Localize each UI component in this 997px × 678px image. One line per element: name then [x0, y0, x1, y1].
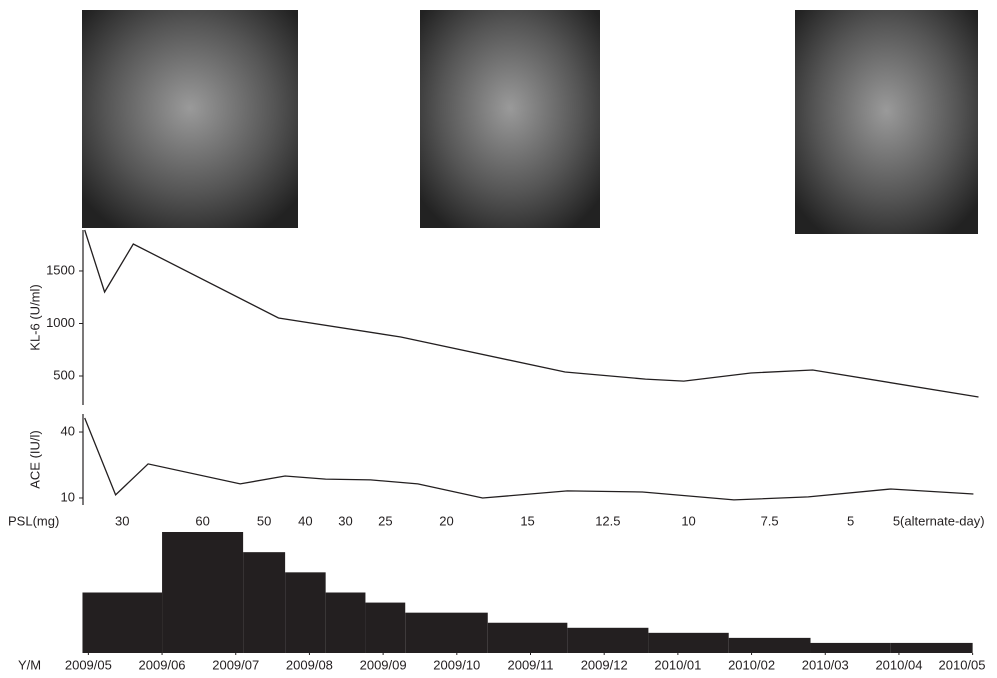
value-label: 5 [847, 513, 854, 528]
y-axis-label: PSL(mg) [8, 513, 59, 528]
value-label: 5(alternate-day) [893, 513, 985, 528]
data-line [85, 418, 974, 500]
x-tick-label: 2009/10 [433, 657, 480, 672]
x-tick-label: 2009/05 [65, 657, 112, 672]
x-tick-label: 2010/05 [939, 657, 986, 672]
x-tick-label: 2010/03 [802, 657, 849, 672]
x-tick-label: 2009/06 [139, 657, 186, 672]
value-label: 25 [378, 513, 392, 528]
value-label: 15 [520, 513, 534, 528]
x-tick-label: 2009/07 [212, 657, 259, 672]
bar [326, 593, 366, 654]
y-tick-label: 1000 [46, 315, 75, 330]
data-line [85, 230, 979, 397]
bar [811, 643, 891, 653]
value-label: 60 [195, 513, 209, 528]
bar [285, 572, 326, 653]
bar [405, 613, 488, 653]
y-tick-label: 40 [61, 423, 75, 438]
bar [729, 638, 811, 653]
x-tick-label: 2009/09 [360, 657, 407, 672]
x-tick-label: 2010/04 [875, 657, 922, 672]
xray-image [420, 10, 600, 228]
y-tick-label: 10 [61, 489, 75, 504]
x-tick-label: 2010/01 [654, 657, 701, 672]
value-label: 7.5 [761, 513, 779, 528]
value-label: 20 [439, 513, 453, 528]
value-label: 12.5 [595, 513, 620, 528]
x-tick-label: 2010/02 [728, 657, 775, 672]
y-tick-label: 1500 [46, 262, 75, 277]
value-label: 30 [338, 513, 352, 528]
x-tick-label: 2009/08 [286, 657, 333, 672]
bar [82, 593, 162, 654]
x-tick-label: 2009/11 [507, 657, 553, 672]
y-axis-label: ACE (IU/l) [27, 430, 42, 489]
value-label: 40 [298, 513, 312, 528]
bar [243, 552, 285, 653]
bar [891, 643, 973, 653]
x-axis-label: Y/M [18, 657, 41, 672]
value-label: 10 [681, 513, 695, 528]
xray-images [82, 10, 978, 234]
xray-image [82, 10, 298, 228]
value-label: 30 [115, 513, 129, 528]
bar [567, 628, 648, 653]
xray-image [795, 10, 978, 234]
x-tick-label: 2009/12 [581, 657, 628, 672]
figure: 500 1000 1500 KL-6 (U/ml) 10 40 ACE (IU/l) PSL(… [0, 0, 997, 678]
bar [162, 532, 243, 653]
bar [365, 603, 405, 653]
y-axis-label: KL-6 (U/ml) [27, 284, 42, 350]
bar [648, 633, 728, 653]
bar [488, 623, 568, 653]
value-label: 50 [257, 513, 271, 528]
y-tick-label: 500 [53, 367, 75, 382]
